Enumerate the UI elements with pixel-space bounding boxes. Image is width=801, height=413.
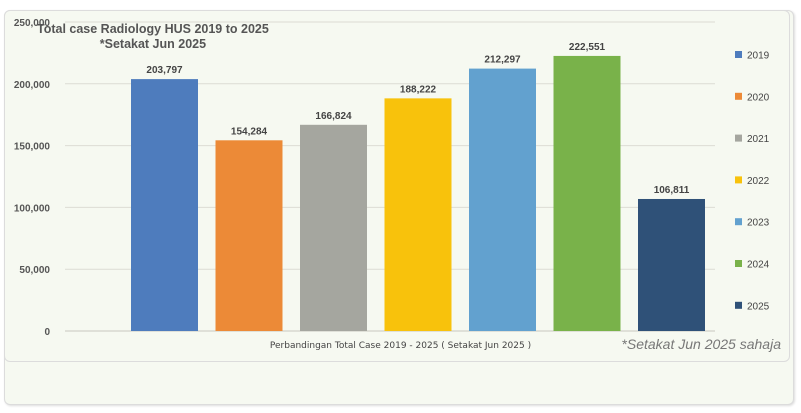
legend-label: 2024 — [747, 260, 770, 271]
legend-swatch — [735, 218, 742, 226]
bar-2024 — [553, 55, 621, 331]
y-tick-label: 200,000 — [14, 80, 51, 91]
data-label: 154,284 — [231, 126, 268, 137]
data-label: 222,551 — [569, 42, 606, 53]
title-text: Total case Radiology HUS 2019 to 2025 — [37, 22, 269, 36]
legend-swatch — [735, 92, 742, 100]
legend-label: 2022 — [747, 176, 770, 187]
legend-label: 2021 — [747, 134, 770, 145]
legend-label: 2023 — [747, 218, 770, 229]
x-axis-label: Perbandingan Total Case 2019 - 2025 ( Se… — [269, 341, 532, 351]
y-tick-label: 100,000 — [14, 203, 51, 214]
legend-swatch — [735, 51, 742, 58]
data-label: 188,222 — [400, 84, 437, 95]
chart-title: Total case Radiology HUS 2019 to 2025 *Se… — [37, 22, 269, 52]
bar-2019 — [131, 79, 198, 332]
bar-2020 — [215, 140, 283, 331]
annotation: *Setakat Jun 2025 sahaja — [621, 336, 781, 352]
legend-label: 2020 — [747, 92, 770, 103]
data-label: 166,824 — [315, 111, 352, 122]
legend-label: 2019 — [747, 51, 770, 62]
data-label: 203,797 — [146, 65, 183, 76]
subtitle-text: *Setakat Jun 2025 — [99, 37, 207, 51]
legend-swatch — [735, 301, 742, 309]
y-tick-label: 0 — [44, 327, 50, 338]
legend-swatch — [735, 134, 742, 142]
legend-label: 2025 — [747, 301, 770, 312]
bar-2022 — [384, 98, 452, 331]
legend-swatch — [735, 260, 742, 267]
data-label: 106,811 — [654, 185, 690, 196]
legend-swatch — [735, 176, 742, 184]
y-tick-label: 250,000 — [14, 18, 51, 29]
y-tick-label: 50,000 — [19, 265, 50, 276]
bar-2025 — [638, 198, 705, 331]
bar-2023 — [469, 68, 536, 332]
data-label: 212,297 — [484, 55, 521, 66]
y-tick-label: 150,000 — [14, 142, 51, 153]
bar-2021 — [300, 124, 367, 331]
